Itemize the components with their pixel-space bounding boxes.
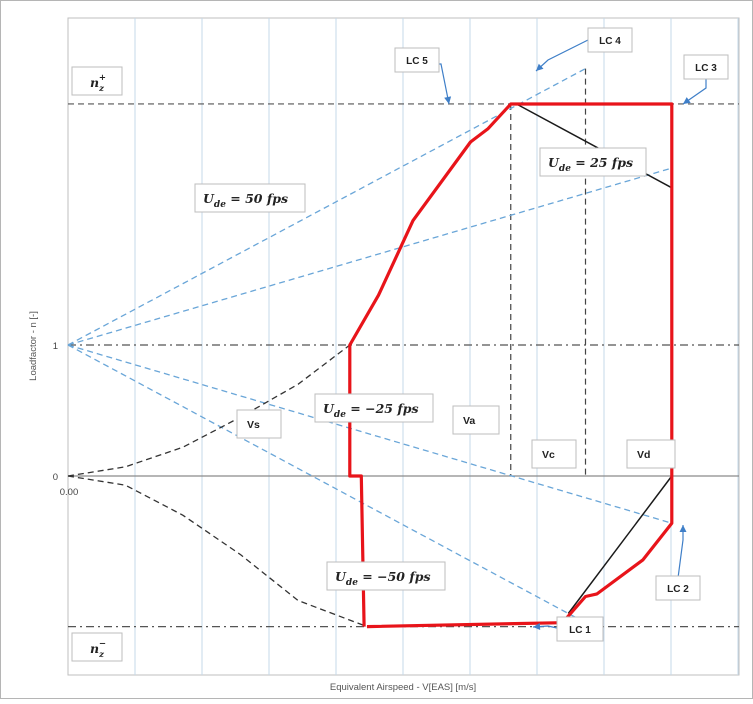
limit-label-box <box>71 632 123 662</box>
speed-label-box <box>531 439 577 469</box>
gust-label-box <box>194 183 306 213</box>
chart-labels: Equivalent Airspeed - V[EAS] [m/s] Loadfa… <box>28 27 729 693</box>
speed-label: Vs <box>247 419 260 431</box>
callout-arrow-head <box>679 525 687 532</box>
load-case-label: LC 1 <box>569 625 591 636</box>
gust-label-box <box>326 561 446 591</box>
load-case-label: LC 2 <box>667 584 689 595</box>
gust-line-blue <box>67 167 672 346</box>
callout-arrow-line <box>682 79 707 105</box>
load-case-box <box>683 54 729 80</box>
callout-arrow-head <box>533 623 541 630</box>
gust-label: Ude = 50 fps <box>203 191 288 210</box>
gust-label: Ude = −25 fps <box>323 401 419 420</box>
gust-line-blue <box>67 68 586 346</box>
y-axis-title: Loadfactor - n [-] <box>28 311 39 381</box>
x-axis-title: Equivalent Airspeed - V[EAS] [m/s] <box>330 682 476 693</box>
load-case-label: LC 3 <box>695 63 717 74</box>
gust-lines-blue <box>67 68 672 624</box>
callout-arrow-head <box>536 63 544 71</box>
gust-label: Ude = −50 fps <box>335 569 431 588</box>
speed-label-box <box>236 409 282 439</box>
gust-label: Ude = 25 fps <box>548 155 633 174</box>
speed-label: Vc <box>542 449 555 461</box>
x-tick-label: 0.00 <box>60 487 79 498</box>
callout-arrow-head <box>444 96 452 104</box>
limit-label: nz− <box>90 639 106 660</box>
load-case-box <box>394 47 440 73</box>
gust-line-blue <box>67 344 586 624</box>
gust-label-box <box>314 393 434 423</box>
load-case-label: LC 5 <box>406 56 428 67</box>
reference-lines <box>68 68 739 628</box>
load-case-box <box>587 27 633 53</box>
limit-label: nz+ <box>90 73 106 94</box>
gust-line-black <box>567 475 673 614</box>
speed-label: Vd <box>637 449 650 461</box>
load-case-box <box>655 575 701 601</box>
speed-label-box <box>452 405 500 435</box>
callout-arrow-head <box>683 97 691 104</box>
gust-label-box <box>539 147 647 177</box>
load-case-box <box>556 616 604 642</box>
gust-line-blue <box>67 344 672 524</box>
load-case-label: LC 4 <box>599 36 621 47</box>
stall-curve-positive <box>67 344 351 477</box>
speed-label: Va <box>463 415 475 427</box>
y-tick-label: 0 <box>53 472 58 483</box>
callout-arrows <box>417 39 707 630</box>
speed-label-box <box>626 439 676 469</box>
y-tick-label: 1 <box>53 341 58 352</box>
limit-label-box <box>71 66 123 96</box>
